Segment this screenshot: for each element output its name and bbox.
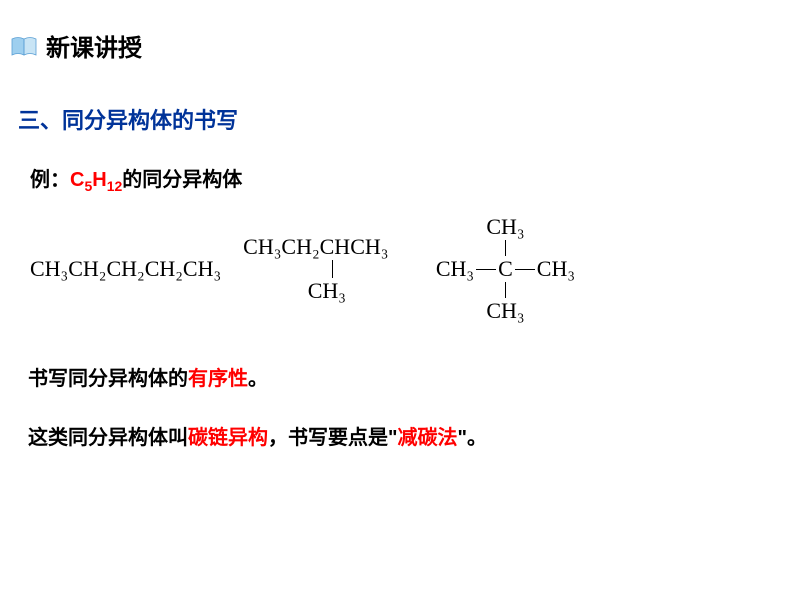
f3-right: CH₃ xyxy=(537,256,575,282)
l2p1: 这类同分异构体叫 xyxy=(28,427,188,449)
f3-bond-left xyxy=(476,269,496,270)
example-prefix: 例： xyxy=(30,169,70,191)
f3-bottom: CH₃ xyxy=(486,298,524,324)
example-line: 例：C5H12的同分异构体 xyxy=(30,163,794,194)
book-icon xyxy=(10,35,40,57)
example-formula: C5H12 xyxy=(70,169,122,191)
f3-center: C xyxy=(498,256,513,282)
l2p5: "。 xyxy=(457,427,486,449)
f-h: H xyxy=(92,169,106,191)
l2p3: ，书写要点是" xyxy=(268,427,397,449)
section-title: 三、同分异构体的书写 xyxy=(18,103,794,135)
f3-bond-bottom xyxy=(505,282,506,298)
f3-mid: CH₃ C CH₃ xyxy=(436,256,575,282)
l1p3: 。 xyxy=(248,368,268,390)
f-s2: 12 xyxy=(107,178,123,194)
l2p4: 减碳法 xyxy=(397,427,457,449)
slide-header: 新课讲授 xyxy=(0,0,794,63)
formula-neopentane: CH₃ CH₃ C CH₃ CH₃ xyxy=(410,214,600,324)
note-line-1: 书写同分异构体的有序性。 xyxy=(28,362,794,391)
f3-bond-top xyxy=(505,240,506,256)
f3-top: CH₃ xyxy=(486,214,524,240)
note-line-2: 这类同分异构体叫碳链异构，书写要点是"减碳法"。 xyxy=(28,421,794,450)
l2p2: 碳链异构 xyxy=(188,427,268,449)
header-title: 新课讲授 xyxy=(46,28,142,63)
isomer-formulas: CH₃CH₂CH₂CH₂CH₃ CH₃CH₂CHCH₃ CH₃ CH₃ CH₃ … xyxy=(0,214,794,324)
f3-left: CH₃ xyxy=(436,256,474,282)
formula-isopentane: CH₃CH₂CHCH₃ CH₃ xyxy=(243,234,388,304)
formula-pentane: CH₃CH₂CH₂CH₂CH₃ xyxy=(30,256,221,282)
f3-bond-right xyxy=(515,269,535,270)
example-suffix: 的同分异构体 xyxy=(122,169,242,191)
f2-main: CH₃CH₂CHCH₃ xyxy=(243,234,388,260)
f2-branch: CH₃ xyxy=(308,278,346,304)
l1p1: 书写同分异构体的 xyxy=(28,368,188,390)
f2-bond xyxy=(332,260,333,278)
l1p2: 有序性 xyxy=(188,368,248,390)
f-c: C xyxy=(70,169,84,191)
